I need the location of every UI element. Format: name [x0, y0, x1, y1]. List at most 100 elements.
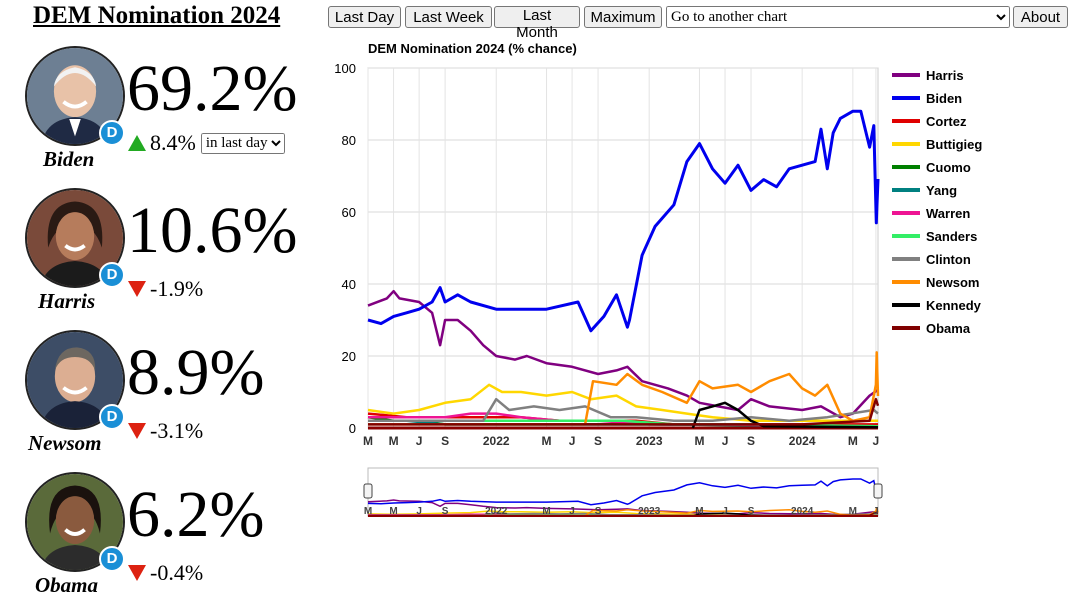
x-tick-label: J [873, 434, 880, 448]
legend-item-yang[interactable]: Yang [892, 183, 957, 198]
legend-item-harris[interactable]: Harris [892, 68, 964, 83]
last-week-button[interactable]: Last Week [405, 6, 492, 28]
grid [367, 67, 879, 429]
period-select[interactable]: in last day [200, 132, 285, 154]
y-tick-label: 60 [342, 205, 356, 220]
avatar [25, 188, 125, 288]
change-value: 8.4% [150, 130, 196, 155]
navigator-tick-label: J [722, 506, 728, 517]
navigator-tick-label: J [569, 506, 575, 517]
change-value: -1.9% [150, 276, 204, 301]
navigator-tick-label: S [748, 506, 755, 517]
navigator-line-harris [367, 499, 879, 516]
portrait-harris [27, 190, 123, 286]
x-tick-label: M [848, 434, 858, 448]
series-lines[interactable] [367, 109, 880, 429]
change-row: -0.4% [128, 560, 203, 586]
x-tick-label: S [441, 434, 449, 448]
range-navigator[interactable]: M M J S 2022 M J S 2023 M J S 2024 M J [363, 467, 883, 517]
navigator-tick-label: M [389, 506, 397, 517]
party-badge-icon: D [99, 262, 125, 288]
change-value: -3.1% [150, 418, 204, 443]
navigator-left-handle[interactable] [363, 483, 373, 499]
maximum-button[interactable]: Maximum [584, 6, 662, 28]
x-tick-label: S [747, 434, 755, 448]
candidate-percent: 8.9% [127, 336, 265, 409]
chart-title: DEM Nomination 2024 (% chance) [368, 41, 577, 56]
series-line-buttigieg[interactable] [367, 383, 878, 423]
x-tick-label: S [594, 434, 602, 448]
legend-label: Clinton [926, 252, 971, 267]
legend-label: Obama [926, 321, 971, 336]
legend-item-clinton[interactable]: Clinton [892, 252, 971, 267]
x-tick-label: M [389, 434, 399, 448]
last-month-button[interactable]: Last Month [494, 6, 580, 41]
up-arrow-icon [128, 135, 146, 151]
series-line-harris[interactable] [367, 289, 879, 419]
plot-area [367, 67, 879, 429]
down-arrow-icon [128, 423, 146, 439]
legend-item-cortez[interactable]: Cortez [892, 114, 967, 129]
y-tick-label: 100 [334, 61, 356, 76]
legend-item-newsom[interactable]: Newsom [892, 275, 979, 290]
candidate-name: Newsom [28, 431, 102, 455]
portrait-newsom [27, 332, 123, 428]
legend-label: Yang [926, 183, 957, 198]
series-line-clinton[interactable] [368, 397, 879, 423]
x-axis: M M J S 2022 M J S 2023 M J S 2024 M J [363, 426, 880, 448]
candidate-percent: 69.2% [127, 52, 298, 125]
legend-label: Sanders [926, 229, 977, 244]
party-badge-icon: D [99, 120, 125, 146]
y-tick-label: 0 [349, 421, 356, 436]
candidate-name: Biden [43, 147, 95, 171]
legend[interactable]: Harris Biden Cortez Buttigieg Cuomo Yang Warre… [892, 68, 982, 336]
down-arrow-icon [128, 281, 146, 297]
change-row: -3.1% [128, 418, 203, 444]
series-line-newsom[interactable] [368, 351, 880, 426]
x-tick-label: J [569, 434, 576, 448]
legend-label: Biden [926, 91, 962, 106]
down-arrow-icon [128, 565, 146, 581]
legend-label: Cuomo [926, 160, 971, 175]
x-tick-label: M [694, 434, 704, 448]
legend-item-biden[interactable]: Biden [892, 91, 962, 106]
candidate-card-harris: D 10.6% Harris -1.9% [0, 188, 320, 328]
candidate-percent: 6.2% [127, 478, 265, 551]
navigator-right-handle[interactable] [873, 483, 883, 499]
navigator-tick-label: S [595, 506, 602, 517]
legend-item-sanders[interactable]: Sanders [892, 229, 977, 244]
about-button[interactable]: About [1013, 6, 1068, 28]
x-tick-label: J [722, 434, 729, 448]
y-tick-label: 20 [342, 349, 356, 364]
legend-label: Buttigieg [926, 137, 982, 152]
series-line-obama[interactable] [368, 397, 880, 426]
legend-item-obama[interactable]: Obama [892, 321, 971, 336]
legend-label: Newsom [926, 275, 979, 290]
navigator-line-biden [367, 478, 879, 506]
navigator-tick-label: M [849, 506, 857, 517]
navigator-tick-label: 2023 [638, 506, 661, 517]
x-tick-label: 2022 [483, 434, 510, 448]
navigator-tick-label: 2022 [485, 506, 508, 517]
party-badge-icon: D [99, 546, 125, 572]
legend-item-kennedy[interactable]: Kennedy [892, 298, 982, 313]
x-tick-label: M [363, 434, 373, 448]
candidate-card-biden: D 69.2% Biden 8.4% in last day [0, 46, 320, 186]
y-tick-label: 40 [342, 277, 356, 292]
series-line-biden[interactable] [367, 109, 880, 333]
y-tick-label: 80 [342, 133, 356, 148]
chart-select[interactable]: Go to another chart [666, 6, 1010, 28]
x-tick-label: J [416, 434, 423, 448]
legend-label: Harris [926, 68, 964, 83]
candidate-card-newsom: D 8.9% Newsom -3.1% [0, 330, 320, 470]
x-tick-label: 2023 [636, 434, 663, 448]
dem-nomination-chart[interactable]: DEM Nomination 2024 (% chance) 0 20 40 60 80… [330, 38, 1077, 528]
legend-item-warren[interactable]: Warren [892, 206, 970, 221]
legend-label: Kennedy [926, 298, 982, 313]
party-badge-icon: D [99, 404, 125, 430]
legend-item-buttigieg[interactable]: Buttigieg [892, 137, 982, 152]
x-tick-label: 2024 [789, 434, 816, 448]
legend-item-cuomo[interactable]: Cuomo [892, 160, 971, 175]
navigator-tick-label: J [873, 506, 879, 517]
last-day-button[interactable]: Last Day [328, 6, 401, 28]
